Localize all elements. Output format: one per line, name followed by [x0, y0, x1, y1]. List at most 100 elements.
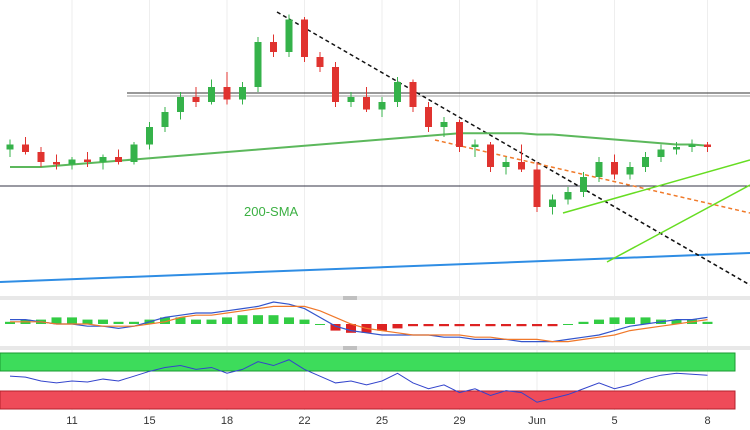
macd-bar — [346, 324, 356, 333]
candle — [53, 154, 60, 170]
macd-bar — [191, 319, 201, 324]
macd-bar — [516, 324, 527, 327]
candle-body — [161, 112, 169, 127]
candle-body — [518, 162, 525, 170]
candle-body — [115, 157, 122, 162]
macd-bar — [51, 317, 62, 324]
candle — [84, 152, 91, 167]
macd-bar — [330, 324, 341, 331]
candle-body — [673, 147, 680, 150]
candlestick-series — [6, 14, 711, 215]
macd-bar — [5, 321, 15, 324]
candle-body — [37, 152, 45, 162]
candle-body — [254, 42, 262, 87]
candle — [595, 157, 603, 182]
candle-body — [332, 67, 339, 102]
candle-body — [394, 82, 401, 102]
candle-body — [22, 144, 29, 152]
candle-body — [688, 144, 696, 147]
candle — [146, 122, 153, 150]
candle-body — [657, 149, 665, 157]
candle — [688, 139, 696, 152]
candle-body — [53, 162, 60, 165]
x-tick-label: 15 — [143, 415, 155, 427]
candle-body — [626, 167, 634, 175]
candle — [316, 52, 324, 72]
candle-body — [611, 162, 618, 175]
candle — [518, 144, 525, 172]
macd-bar — [160, 317, 170, 324]
candle-body — [487, 144, 494, 167]
candle-body — [502, 162, 510, 167]
candle-body — [285, 19, 293, 52]
candle — [440, 117, 448, 137]
candle-body — [595, 162, 603, 177]
panel-divider-1 — [0, 296, 750, 300]
x-tick-label: 18 — [221, 415, 233, 427]
candle — [161, 107, 169, 132]
candle — [502, 157, 510, 175]
macd-bar — [640, 317, 651, 324]
rsi-line — [9, 359, 708, 403]
candle-body — [425, 107, 432, 127]
macd-bar — [98, 319, 108, 324]
candle — [208, 79, 215, 105]
x-tick-label: 29 — [453, 415, 465, 427]
macd-bar — [113, 321, 124, 324]
candle — [363, 87, 370, 112]
candle — [22, 137, 29, 155]
candle-body — [363, 97, 370, 110]
macd-bar — [439, 324, 449, 327]
x-axis-labels: 11 15 18 22 25 29 Jun 5 8 — [66, 415, 710, 427]
macd-bar — [625, 317, 635, 324]
macd-bar — [408, 324, 418, 327]
candle-body — [378, 102, 386, 110]
candle — [425, 102, 432, 132]
candle — [471, 139, 479, 157]
candle — [657, 144, 665, 162]
candle — [456, 119, 463, 152]
candle-body — [68, 159, 76, 165]
macd-bar — [423, 324, 434, 327]
drag-handle-1[interactable] — [343, 296, 357, 300]
candle — [533, 162, 541, 212]
macd-bar — [578, 321, 589, 324]
orange-trend-line — [434, 139, 750, 214]
drag-handle-2[interactable] — [343, 346, 357, 350]
candle-body — [301, 19, 308, 57]
candle-body — [208, 87, 215, 102]
macd-bar — [222, 317, 232, 324]
candle — [6, 139, 14, 157]
candle — [549, 194, 556, 215]
macd-bar — [392, 324, 403, 329]
candle-body — [456, 122, 463, 147]
candle — [239, 82, 246, 105]
candle — [487, 142, 494, 172]
macd-bar — [532, 324, 542, 327]
candle — [130, 142, 138, 165]
candle-body — [130, 144, 138, 162]
candle — [99, 154, 107, 170]
panel-divider-2 — [0, 346, 750, 350]
rsi-oversold-band — [0, 390, 736, 410]
macd-bar — [702, 321, 713, 324]
candle — [37, 147, 45, 167]
sma-200-label: 200-SMA — [244, 204, 299, 219]
macd-bar — [284, 317, 294, 324]
macd-bar — [594, 319, 604, 324]
candle — [409, 79, 417, 112]
candle-body — [192, 97, 200, 102]
candle-body — [533, 169, 541, 207]
candle — [564, 187, 572, 205]
x-tick-label: 22 — [298, 415, 310, 427]
candle — [68, 157, 76, 170]
candle — [332, 62, 339, 107]
candle-body — [270, 42, 277, 52]
x-tick-label: Jun — [528, 415, 546, 427]
macd-bar — [315, 324, 325, 325]
support-line — [0, 252, 750, 283]
macd-signal-line — [10, 305, 708, 343]
macd-bar — [470, 324, 480, 327]
candle — [611, 154, 618, 180]
